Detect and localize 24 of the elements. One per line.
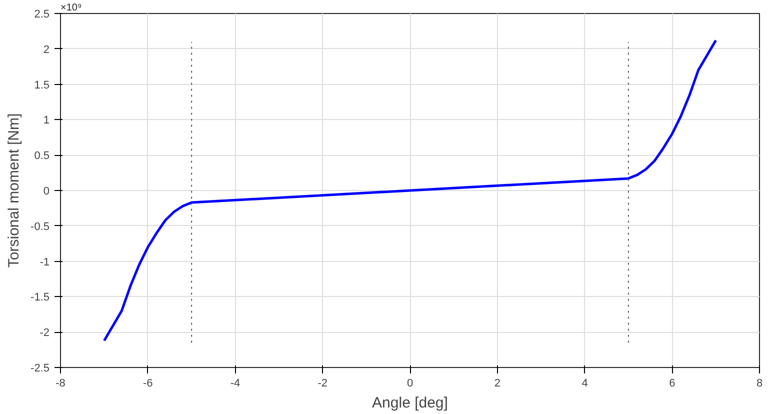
x-tick-label: -8: [56, 378, 66, 390]
x-axis-title: Angle [deg]: [372, 394, 448, 412]
y-axis-title: Torsional moment [Nm]: [6, 113, 23, 268]
line-series: [102, 39, 718, 342]
y-tick-label: 1: [43, 114, 50, 127]
y-tick-label: 0.5: [34, 150, 50, 162]
x-tick-label: 4: [582, 378, 588, 390]
annotation: ×10⁹: [60, 2, 82, 14]
x-tick-label: -6: [142, 378, 153, 390]
x-tick-label: -2: [318, 378, 328, 390]
y-tick-label: -1: [40, 256, 50, 268]
y-tick-label: -1.5: [30, 292, 50, 304]
x-tick-label: 8: [756, 378, 763, 390]
x-tick-label: 2: [494, 378, 500, 390]
y-tick-label: 1.5: [34, 79, 50, 92]
y-tick-label: 2: [43, 44, 50, 56]
y-tick-label: -2: [40, 327, 50, 340]
x-tick-label: 0: [406, 378, 414, 390]
x-tick-label: 6: [669, 378, 676, 390]
y-tick-label: -2.5: [30, 362, 50, 374]
x-tick-label: -4: [230, 378, 240, 390]
y-tick-label: 0: [43, 186, 50, 198]
y-tick-label: 2.5: [34, 8, 50, 20]
y-tick-label: -0.5: [30, 220, 50, 233]
